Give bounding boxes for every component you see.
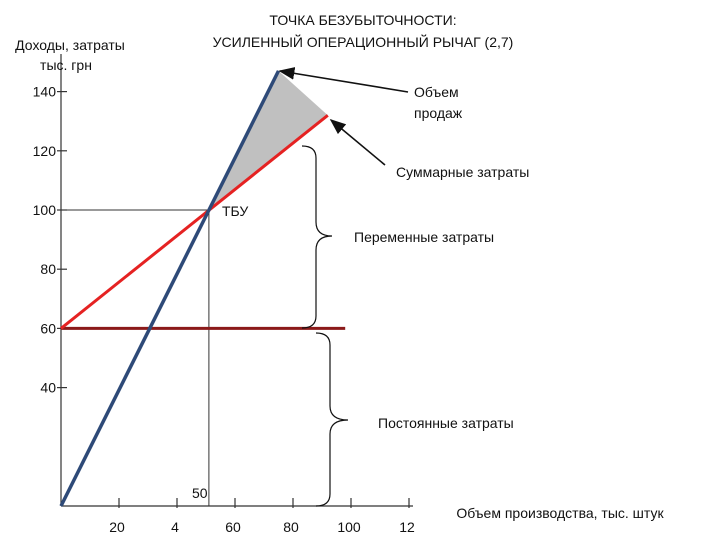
y-tick-label: 140 [33,84,57,100]
x-axis-ticks: 20 4 60 80 100 12 [109,498,415,535]
x-tick-label: 80 [283,519,299,535]
total-costs-annotation: Суммарные затраты [396,164,529,180]
y-tick-label: 100 [33,202,57,218]
sales-arrow [278,67,409,93]
profit-area [208,70,328,210]
x-tick-label: 20 [109,519,125,535]
x-tick-label: 12 [399,519,415,535]
sales-annotation-line1: Объем [414,84,459,100]
sales-annotation-line2: продаж [414,105,463,121]
chart-title: ТОЧКА БЕЗУБЫТОЧНОСТИ: [269,12,456,28]
x-tick-label: 4 [171,519,179,535]
y-axis-unit: тыс. грн [40,57,92,73]
chart-subtitle: УСИЛЕННЫЙ ОПЕРАЦИОННЫЙ РЫЧАГ (2,7) [213,33,514,50]
x-tick-label: 60 [225,519,241,535]
fixed-costs-brace [315,332,349,507]
sales-volume-line [59,70,281,507]
variable-costs-brace [301,145,333,329]
y-axis-ticks: 140 120 100 80 60 40 [33,84,67,396]
total-costs-line [60,114,329,330]
y-tick-label: 40 [40,380,56,396]
y-tick-label: 80 [40,261,56,277]
x-axis-label: Объем производства, тыс. штук [456,505,664,521]
break-even-label: ТБУ [222,203,248,219]
x-tick-label: 100 [337,519,361,535]
y-axis-label: Доходы, затраты [15,37,125,53]
variable-costs-annotation: Переменные затраты [354,229,494,245]
y-tick-label: 120 [33,143,57,159]
axes [60,54,413,507]
total-costs-arrow [329,118,386,166]
break-even-x-label: 50 [192,485,208,501]
y-tick-label: 60 [40,320,56,336]
fixed-costs-annotation: Постоянные затраты [378,415,514,431]
